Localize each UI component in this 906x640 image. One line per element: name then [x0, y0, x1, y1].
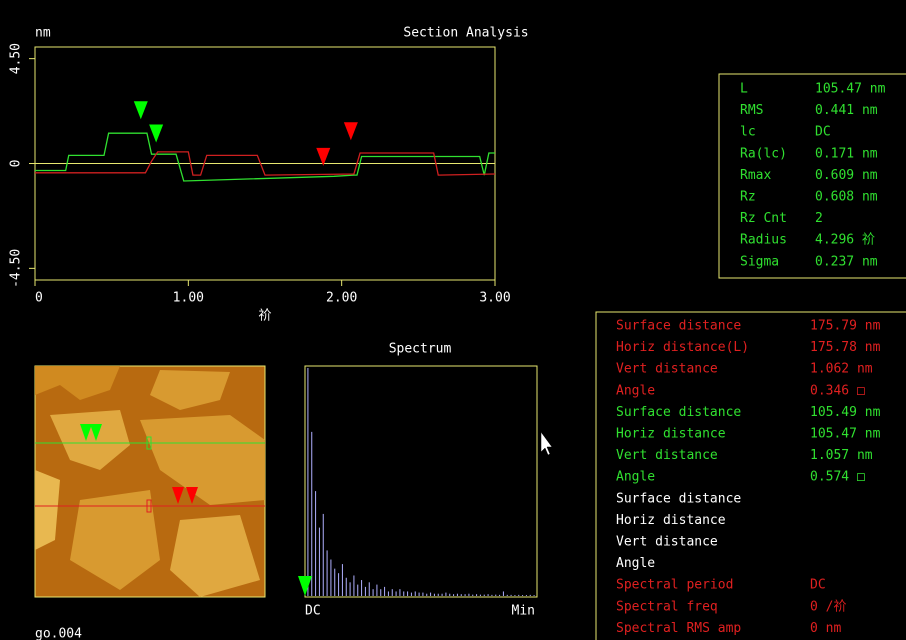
spectrum-frame	[304, 365, 538, 598]
stat-value: 0.237 nm	[815, 254, 878, 269]
stat-value: 4.296 祄	[815, 232, 875, 248]
afm-image	[34, 365, 266, 598]
flake	[70, 490, 160, 590]
flake	[35, 470, 60, 550]
y-unit: nm	[35, 26, 51, 41]
measure-value: 1.062 nm	[810, 362, 873, 377]
measure-label: Surface distance	[616, 405, 741, 420]
spectrum-title: Spectrum	[389, 342, 452, 357]
measure-label: Horiz distance(L)	[616, 340, 749, 355]
x-tick-label: 2.00	[326, 291, 357, 306]
x-tick-label: 3.00	[479, 291, 510, 306]
stat-label: Sigma	[740, 254, 779, 269]
flake	[150, 370, 230, 410]
marker	[90, 424, 102, 441]
measure-label: Horiz distance	[616, 427, 726, 442]
flake	[170, 515, 260, 597]
cursor-marker	[316, 147, 331, 166]
title: Section Analysis	[403, 26, 528, 41]
measure-value: 175.79 nm	[810, 319, 881, 334]
measure-label: Vert distance	[616, 535, 718, 550]
stat-label: L	[740, 82, 748, 97]
stat-value: 0.441 nm	[815, 103, 878, 118]
measure-value: 175.78 nm	[810, 340, 881, 355]
measurements: Surface distance 175.79 nm Horiz distance(…	[616, 319, 881, 636]
measure-label: Vert distance	[616, 362, 718, 377]
profile: 0 1.00 2.00 3.00 4.50 0 -4.50	[9, 43, 511, 306]
stat-value: 0.171 nm	[815, 146, 878, 161]
measure-label: Angle	[616, 556, 655, 571]
measure-label: Spectral RMS amp	[616, 621, 741, 636]
spectrum-cursor	[298, 576, 312, 596]
stat-label: RMS	[740, 103, 763, 118]
stat-label: Rmax	[740, 168, 771, 183]
stat-value: DC	[815, 125, 831, 140]
profile-line	[35, 151, 496, 176]
profile-line	[35, 132, 495, 182]
flake	[50, 410, 130, 470]
measure-box	[595, 311, 906, 640]
measure-label: Angle	[616, 470, 655, 485]
measure-label: Angle	[616, 383, 655, 398]
measure-value: 0.574 □	[810, 470, 865, 485]
spectrum-min: DC	[305, 604, 321, 619]
measure-label: Horiz distance	[616, 513, 726, 528]
marker	[80, 424, 92, 441]
spectrum	[307, 368, 535, 596]
mouse-pointer	[540, 431, 553, 456]
x-label: 祄	[258, 308, 271, 324]
file-name: go.004	[35, 627, 82, 640]
spectrum-max: Min	[512, 604, 535, 619]
stat-label: Rz Cnt	[740, 211, 787, 226]
x-tick-label: 1.00	[173, 291, 204, 306]
y-tick-label: 4.50	[9, 43, 24, 74]
cursor-box	[146, 499, 152, 513]
flake	[35, 366, 120, 400]
measure-value: 0.346 □	[810, 383, 865, 398]
y-tick-label: -4.50	[9, 249, 24, 288]
cursor-box	[146, 436, 152, 450]
stats: L 105.47 nm RMS 0.441 nm lc DC Ra(lc) 0.171 nm R…	[740, 82, 886, 270]
measure-label: Vert distance	[616, 448, 718, 463]
marker	[172, 487, 184, 504]
cursor-marker	[343, 122, 358, 141]
stat-label: Ra(lc)	[740, 146, 787, 161]
cursor-marker	[133, 101, 148, 120]
measure-value: 105.49 nm	[810, 405, 881, 420]
cursor-marker	[149, 124, 164, 143]
measure-label: Spectral freq	[616, 599, 718, 614]
measure-label: Spectral period	[616, 578, 733, 593]
stat-value: 2	[815, 211, 823, 226]
stat-value: 0.608 nm	[815, 190, 878, 205]
stat-label: Rz	[740, 190, 756, 205]
flake	[140, 415, 265, 505]
measure-value: 0 nm	[810, 621, 841, 636]
stat-label: Radius	[740, 233, 787, 248]
measure-label: Surface distance	[616, 491, 741, 506]
measure-value: 105.47 nm	[810, 427, 881, 442]
measure-value: 0 /祄	[810, 598, 846, 614]
x-tick-label: 0	[35, 291, 43, 306]
measure-value: 1.057 nm	[810, 448, 873, 463]
stat-value: 105.47 nm	[815, 82, 886, 97]
measure-value: DC	[810, 578, 826, 593]
measure-label: Surface distance	[616, 319, 741, 334]
stats-box	[718, 73, 906, 279]
y-tick-label: 0	[9, 160, 24, 168]
stat-value: 0.609 nm	[815, 168, 878, 183]
stat-label: lc	[740, 125, 756, 140]
marker	[186, 487, 198, 504]
